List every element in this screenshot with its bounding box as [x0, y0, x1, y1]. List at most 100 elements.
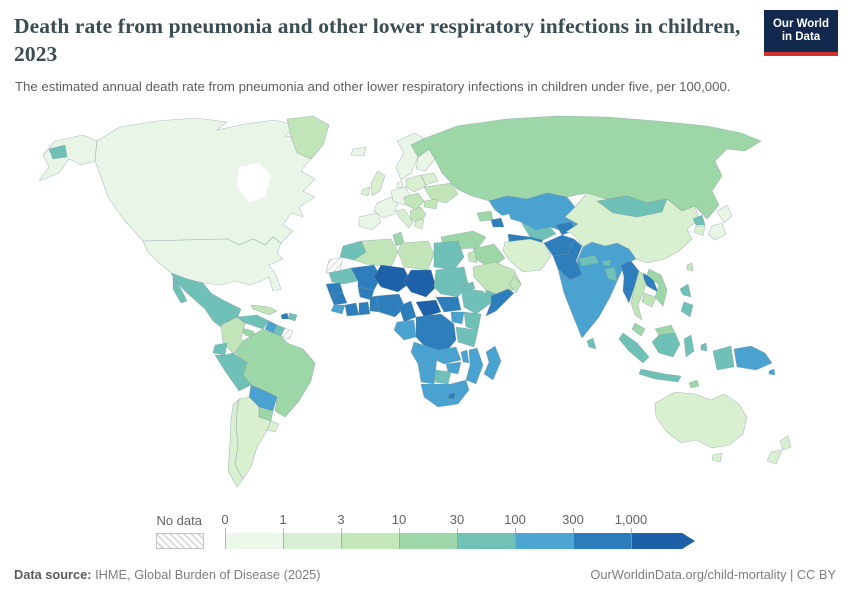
region-ukraine[interactable] [423, 182, 459, 204]
region-libya[interactable] [397, 240, 435, 271]
region-australia[interactable] [654, 391, 748, 449]
region-borneo-indonesia[interactable] [651, 332, 681, 358]
region-poland-baltics[interactable] [405, 174, 427, 193]
region-united-kingdom[interactable] [370, 170, 386, 197]
region-tasmania[interactable] [711, 452, 723, 463]
region-vietnam[interactable] [646, 268, 668, 307]
region-italy[interactable] [395, 208, 414, 229]
region-timor[interactable] [688, 379, 700, 389]
region-balkans[interactable] [409, 206, 427, 224]
region-nigeria[interactable] [376, 293, 406, 318]
region-bhutan[interactable] [602, 259, 612, 267]
region-dr-congo[interactable] [415, 313, 457, 353]
region-mozambique[interactable] [465, 347, 484, 385]
region-myanmar[interactable] [620, 260, 640, 304]
region-mauritania[interactable] [328, 267, 359, 285]
region-egypt[interactable] [433, 240, 465, 271]
legend-no-data-swatch[interactable] [156, 533, 204, 549]
region-chukotka[interactable] [48, 144, 68, 160]
region-brazil[interactable] [234, 328, 316, 418]
region-azerbaijan[interactable] [490, 217, 505, 228]
region-north-korea[interactable] [692, 214, 706, 226]
region-haiti[interactable] [280, 312, 290, 320]
region-malawi[interactable] [460, 349, 470, 364]
region-belarus[interactable] [420, 172, 439, 186]
legend-segment-7[interactable] [631, 533, 695, 549]
legend-segment-6[interactable] [573, 533, 631, 549]
region-lesotho[interactable] [447, 392, 456, 400]
region-ghana[interactable] [358, 301, 371, 316]
region-madagascar[interactable] [483, 345, 502, 381]
region-sierra-leone-liberia[interactable] [330, 304, 346, 315]
region-ivory-coast[interactable] [344, 302, 360, 317]
region-cambodia[interactable] [641, 292, 657, 308]
legend-segment-5[interactable] [515, 533, 573, 549]
region-uruguay[interactable] [266, 420, 280, 433]
region-georgia-armenia[interactable] [476, 210, 494, 222]
region-alaska[interactable] [38, 134, 98, 182]
world-choropleth-map[interactable] [25, 112, 825, 504]
region-south-korea[interactable] [693, 225, 706, 237]
region-zimbabwe[interactable] [445, 361, 462, 375]
legend-segment-4[interactable] [457, 533, 515, 549]
region-french-guiana[interactable] [280, 327, 294, 340]
region-philippines-mindanao[interactable] [680, 301, 694, 318]
region-denmark[interactable] [396, 180, 404, 189]
region-usa[interactable] [142, 236, 284, 292]
region-gabon-congo[interactable] [393, 319, 417, 341]
region-botswana[interactable] [433, 369, 452, 385]
region-namibia[interactable] [417, 363, 437, 385]
region-greece[interactable] [413, 218, 425, 230]
region-malaysia[interactable] [631, 322, 646, 337]
region-bangladesh[interactable] [604, 266, 618, 282]
region-west-papua[interactable] [712, 345, 735, 371]
region-japan[interactable] [707, 204, 733, 241]
region-sri-lanka[interactable] [586, 337, 597, 350]
region-philippines-luzon[interactable] [679, 283, 692, 298]
region-mongolia[interactable] [596, 195, 668, 218]
region-oman[interactable] [508, 275, 522, 294]
region-solomon-islands[interactable] [768, 368, 776, 376]
region-china[interactable] [564, 192, 700, 264]
region-spain-portugal[interactable] [358, 212, 382, 231]
legend-segment-3[interactable] [399, 533, 457, 549]
region-jordan-israel[interactable] [467, 250, 478, 264]
region-ecuador[interactable] [212, 342, 228, 356]
legend-segment-2[interactable] [341, 533, 399, 549]
region-algeria[interactable] [353, 238, 399, 268]
region-south-africa[interactable] [420, 379, 470, 408]
region-tanzania[interactable] [455, 326, 479, 348]
region-france[interactable] [373, 196, 399, 219]
region-nepal[interactable] [577, 254, 600, 267]
legend-segment-0[interactable] [225, 533, 283, 549]
region-central-europe[interactable] [403, 192, 425, 211]
region-dominican-republic[interactable] [288, 312, 298, 322]
region-chile[interactable] [227, 398, 244, 488]
region-ethiopia[interactable] [460, 288, 492, 315]
region-south-sudan[interactable] [435, 296, 462, 313]
region-kenya[interactable] [463, 311, 482, 331]
region-java[interactable] [638, 368, 682, 383]
region-chad[interactable] [403, 269, 437, 298]
region-greenland[interactable] [286, 115, 330, 160]
region-saudi-arabia[interactable] [472, 261, 522, 298]
legend-segment-1[interactable] [283, 533, 341, 549]
region-ireland[interactable] [360, 186, 371, 197]
region-cuba[interactable] [250, 304, 278, 316]
region-guinea[interactable] [329, 292, 348, 306]
region-baja-california[interactable] [172, 276, 188, 304]
region-iceland[interactable] [350, 146, 367, 157]
region-new-zealand-south[interactable] [766, 449, 783, 465]
region-niger[interactable] [373, 264, 412, 293]
region-iran[interactable] [502, 238, 552, 273]
region-central-african-republic[interactable] [415, 299, 442, 318]
region-sumatra[interactable] [618, 332, 650, 364]
region-thailand[interactable] [630, 270, 648, 321]
region-sulawesi[interactable] [683, 334, 695, 358]
region-canada[interactable] [94, 117, 316, 246]
footer-link[interactable]: OurWorldinData.org/child-mortality | CC … [590, 567, 836, 582]
region-moluccas[interactable] [700, 342, 708, 352]
region-zambia[interactable] [435, 346, 462, 365]
region-papua-new-guinea[interactable] [733, 345, 773, 371]
region-romania[interactable] [423, 198, 439, 210]
